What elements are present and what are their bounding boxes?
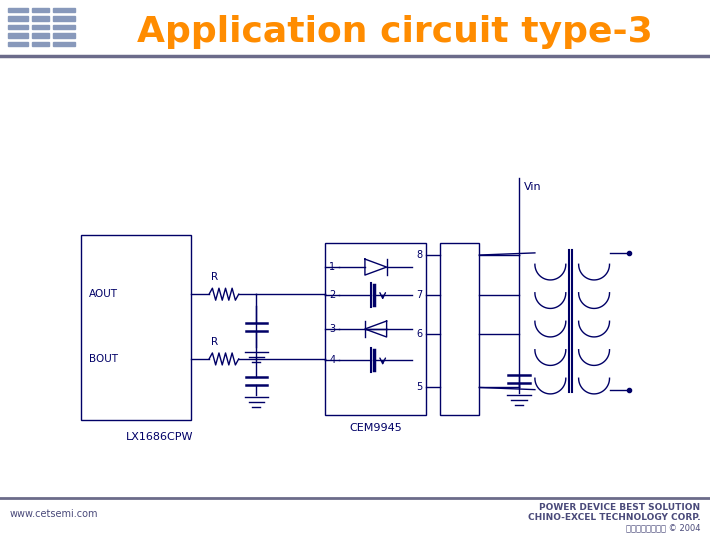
- Bar: [8, 25, 27, 29]
- Bar: [8, 16, 27, 21]
- Bar: [32, 25, 49, 29]
- Text: 8: 8: [416, 250, 423, 260]
- Text: 6: 6: [416, 329, 423, 339]
- Bar: [32, 33, 49, 38]
- Text: Application circuit type-3: Application circuit type-3: [137, 15, 652, 49]
- Text: www.cetsemi.com: www.cetsemi.com: [10, 509, 99, 519]
- Bar: [8, 42, 27, 46]
- Bar: [325, 243, 426, 415]
- Text: CEM9945: CEM9945: [349, 423, 402, 433]
- Bar: [440, 243, 480, 415]
- Bar: [32, 42, 49, 46]
- Bar: [8, 8, 27, 12]
- Text: Vin: Vin: [523, 182, 541, 192]
- Text: BOUT: BOUT: [89, 354, 118, 364]
- Text: 2: 2: [330, 289, 336, 300]
- Text: POWER DEVICE BEST SOLUTION: POWER DEVICE BEST SOLUTION: [539, 503, 701, 512]
- Text: AOUT: AOUT: [89, 289, 118, 299]
- Bar: [32, 8, 49, 12]
- Text: R: R: [211, 272, 218, 282]
- Text: 4: 4: [330, 355, 336, 365]
- Text: 5: 5: [416, 382, 423, 393]
- Bar: [53, 16, 75, 21]
- Bar: [53, 25, 75, 29]
- Bar: [53, 42, 75, 46]
- Text: 3: 3: [330, 324, 336, 334]
- Bar: [53, 33, 75, 38]
- Bar: [32, 16, 49, 21]
- Text: 1: 1: [330, 262, 336, 272]
- Bar: [81, 235, 192, 420]
- Bar: [8, 33, 27, 38]
- Text: LX1686CPW: LX1686CPW: [126, 432, 194, 442]
- Bar: [53, 8, 75, 12]
- Text: 7: 7: [416, 289, 423, 300]
- Text: 华麑集成有限公司 © 2004: 华麑集成有限公司 © 2004: [626, 523, 701, 532]
- Text: R: R: [211, 337, 218, 347]
- Text: CHINO-EXCEL TECHNOLOGY CORP.: CHINO-EXCEL TECHNOLOGY CORP.: [528, 514, 701, 523]
